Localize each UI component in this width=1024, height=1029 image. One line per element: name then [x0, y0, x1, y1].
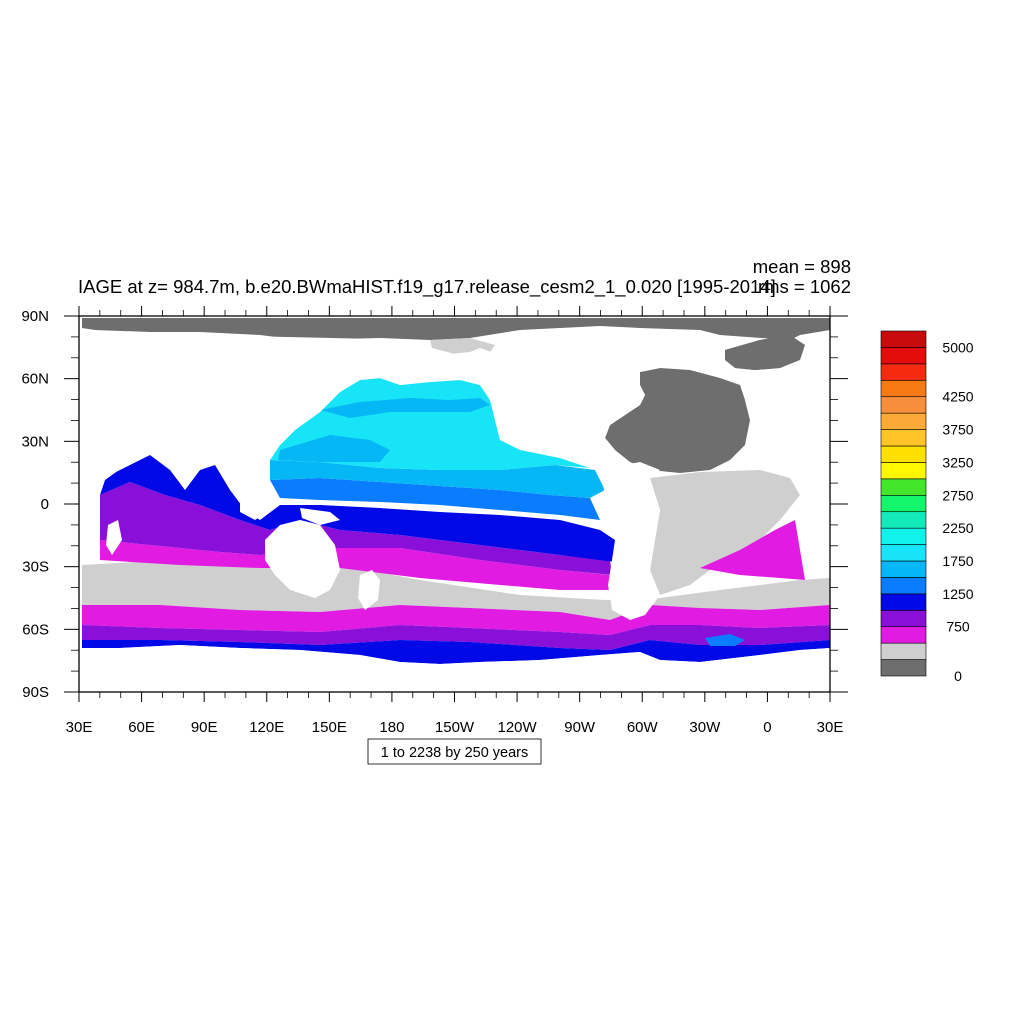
colorbar-label: 2750	[942, 487, 973, 503]
madagascar-land	[106, 520, 122, 555]
colorbar-label: 0	[954, 668, 962, 684]
contour-info-label: 1 to 2238 by 250 years	[381, 745, 529, 761]
colorbar-label: 3250	[942, 454, 973, 470]
colorbar: 5000 4250 3750 3250 2750 2250 1750 1250 750 0	[880, 330, 974, 684]
antarctica-land	[82, 645, 830, 692]
x-tick-label: 60W	[627, 719, 659, 736]
new-zealand-land	[358, 570, 380, 610]
colorbar-swatch	[880, 593, 927, 611]
greenland-field	[725, 335, 800, 370]
x-tick-label: 180	[379, 719, 404, 736]
chart-title: IAGE at z= 984.7m, b.e20.BWmaHIST.f19_g1…	[78, 276, 776, 298]
colorbar-swatch	[880, 412, 927, 430]
colorbar-swatch	[880, 560, 927, 578]
colorbar-swatch	[880, 396, 927, 414]
weddell-midblue-patch	[705, 634, 745, 646]
colorbar-swatch	[880, 363, 927, 381]
colorbar-label: 1250	[942, 586, 973, 602]
south-atlantic-magenta-patch	[700, 520, 805, 580]
southern-blue-band	[82, 640, 830, 664]
y-tick-label: 90S	[22, 684, 49, 701]
south-atlantic-grey	[650, 470, 800, 595]
africa-land	[82, 318, 330, 530]
colorbar-label: 1750	[942, 553, 973, 569]
colorbar-swatch	[880, 609, 927, 628]
colorbar-swatch	[880, 445, 927, 463]
x-tick-label: 120E	[249, 719, 284, 736]
north-pacific-gyre	[278, 398, 490, 462]
rms-label: rms = 1062	[758, 276, 851, 297]
y-tick-label: 0	[41, 496, 49, 513]
magenta-band-north	[100, 540, 615, 590]
colorbar-swatch	[880, 379, 927, 398]
north-america-land	[545, 335, 660, 470]
australia-land	[265, 520, 340, 598]
x-tick-label: 120W	[497, 719, 537, 736]
colorbar-swatch	[880, 527, 927, 545]
y-tick-label: 60S	[22, 621, 49, 638]
purple-band	[100, 482, 612, 575]
y-tick-label: 90N	[21, 308, 49, 325]
contour-info-box	[367, 738, 542, 765]
x-tick-label: 60E	[128, 719, 155, 736]
colorbar-swatch	[880, 577, 927, 595]
southern-purple-band	[82, 625, 830, 650]
y-axis: 90N 60N 30N 0 30S 60S 90S	[21, 308, 848, 701]
colorbar-swatch	[880, 330, 927, 348]
colorbar-swatch	[880, 347, 927, 365]
colorbar-swatch	[880, 626, 927, 644]
asia-land	[120, 335, 640, 480]
maritime-islands	[240, 495, 340, 525]
south-america-land	[600, 462, 660, 620]
y-tick-label: 30S	[22, 559, 49, 576]
colorbar-swatch	[880, 511, 927, 529]
land-masses	[82, 318, 830, 692]
x-tick-label: 90W	[564, 719, 596, 736]
x-axis: 30E 60E 90E 120E 150E 180 150W 120W 90W 60W 30W 0 30…	[66, 306, 844, 736]
colorbar-swatch	[880, 478, 927, 496]
colorbar-swatch	[880, 462, 927, 480]
x-tick-label: 30E	[817, 719, 844, 736]
y-tick-label: 30N	[21, 433, 49, 450]
y-tick-label: 60N	[21, 371, 49, 388]
colorbar-swatch	[880, 659, 927, 677]
x-tick-label: 90E	[191, 719, 218, 736]
arctic-ocean-field	[82, 318, 830, 340]
x-tick-label: 0	[763, 719, 771, 736]
x-tick-label: 30E	[66, 719, 93, 736]
x-tick-label: 150E	[312, 719, 347, 736]
pacific-midblue-band	[270, 478, 600, 520]
colorbar-label: 3750	[942, 422, 973, 438]
x-tick-label: 30W	[689, 719, 721, 736]
europe-land	[745, 360, 830, 435]
colorbar-label: 750	[946, 619, 970, 635]
colorbar-swatch	[880, 544, 927, 562]
colorbar-swatch	[880, 642, 927, 660]
blue-tropical-band	[100, 455, 615, 562]
colorbar-swatch	[880, 429, 927, 447]
pacific-lightblue-band	[270, 460, 605, 498]
colorbar-label: 5000	[942, 339, 973, 355]
x-tick-label: 150W	[435, 719, 475, 736]
map-layer	[79, 316, 830, 692]
colorbar-label: 4250	[942, 389, 973, 405]
colorbar-label: 2250	[942, 520, 973, 536]
mean-label: mean = 898	[753, 256, 851, 277]
colorbar-swatch	[880, 494, 927, 513]
